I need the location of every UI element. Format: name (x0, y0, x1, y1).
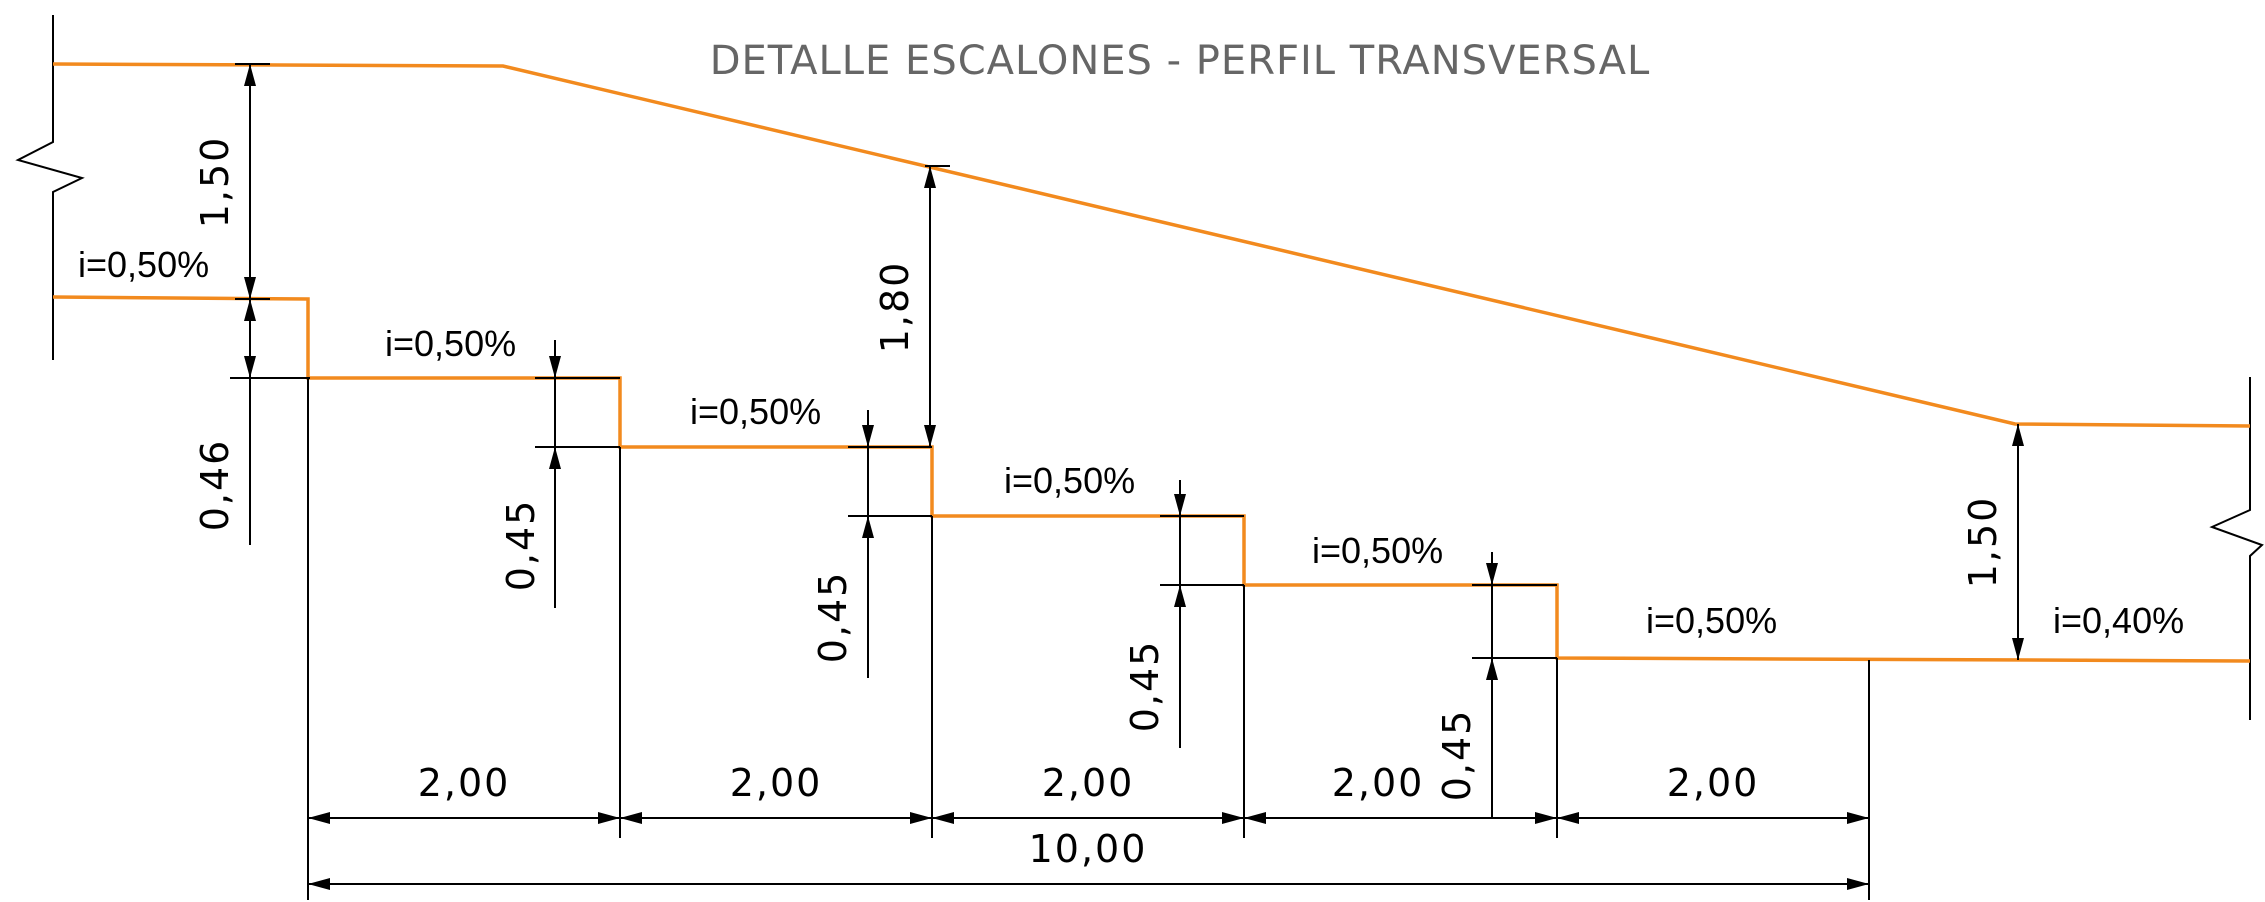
dim-tread-4-label: 2,00 (1332, 761, 1425, 805)
terrain-profile-line (52, 62, 2251, 428)
dim-riser-1 (535, 340, 620, 608)
dim-total-label: 10,00 (1029, 827, 1148, 871)
dim-riser-3 (1160, 480, 1244, 748)
slope-label-step-5: i=0,50% (1646, 600, 1777, 641)
slope-label-step-3: i=0,50% (1004, 460, 1135, 501)
dim-right-cover (2012, 424, 2024, 660)
slope-label-step-1: i=0,50% (385, 323, 516, 364)
dim-center-cover (924, 165, 950, 447)
dim-total-line (308, 878, 1869, 890)
drawing-title: DETALLE ESCALONES - PERFIL TRANSVERSAL (710, 38, 1651, 84)
left-break-line (15, 15, 85, 360)
dim-right-cover-label: 1,50 (1961, 496, 2005, 589)
slope-label-top-left: i=0,50% (78, 244, 209, 285)
dim-first-drop (230, 299, 310, 545)
dim-riser-4 (1472, 552, 1557, 818)
dim-riser-2 (848, 410, 932, 678)
dim-first-drop-label: 0,46 (193, 439, 237, 532)
dim-left-cover (235, 63, 270, 300)
dim-tread-1-label: 2,00 (418, 761, 511, 805)
dim-riser-1-label: 0,45 (499, 499, 543, 592)
stepped-excavation-profile (52, 295, 2251, 663)
dim-treads-line (308, 812, 1869, 824)
horizontal-dimension-extensions (307, 378, 1870, 900)
dim-tread-2-label: 2,00 (730, 761, 823, 805)
dim-center-cover-label: 1,80 (873, 261, 917, 354)
dim-tread-5-label: 2,00 (1667, 761, 1760, 805)
dim-tread-3-label: 2,00 (1042, 761, 1135, 805)
dim-left-cover-label: 1,50 (193, 136, 237, 229)
slope-label-step-4: i=0,50% (1312, 530, 1443, 571)
dim-riser-4-label: 0,45 (1435, 709, 1479, 802)
dim-riser-2-label: 0,45 (811, 571, 855, 664)
dim-riser-3-label: 0,45 (1123, 640, 1167, 733)
right-break-line (2209, 377, 2264, 720)
slope-label-right: i=0,40% (2053, 600, 2184, 641)
slope-label-step-2: i=0,50% (690, 391, 821, 432)
